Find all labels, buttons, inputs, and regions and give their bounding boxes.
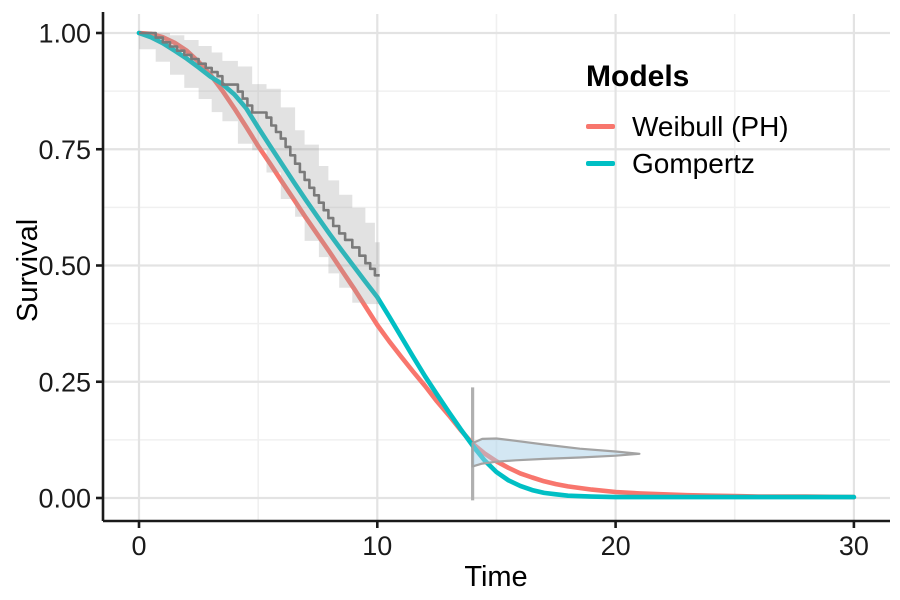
- legend-item-weibull: Weibull (PH): [586, 108, 789, 145]
- y-tick-label: 0.25: [38, 367, 91, 397]
- y-axis-title: Survival: [12, 218, 44, 322]
- km-step-line: [139, 31, 380, 277]
- legend-item-gompertz: Gompertz: [586, 145, 789, 182]
- y-tick-label: 1.00: [38, 19, 91, 49]
- legend: Models Weibull (PH) Gompertz: [586, 62, 789, 182]
- x-tick-label: 10: [362, 531, 392, 561]
- x-tick-label: 0: [131, 531, 146, 561]
- x-tick-label: 20: [601, 531, 631, 561]
- legend-item-label: Weibull (PH): [632, 110, 789, 142]
- x-axis-title: Time: [464, 561, 528, 593]
- y-tick-label: 0.75: [38, 135, 91, 165]
- km-confidence-band: [139, 33, 380, 305]
- legend-title: Models: [586, 60, 690, 93]
- gompertz-line-key-icon: [586, 161, 615, 166]
- posterior-violin: [471, 437, 641, 468]
- y-tick-label: 0.00: [38, 484, 91, 514]
- legend-item-label: Gompertz: [632, 147, 755, 179]
- weibull-curve: [136, 30, 857, 500]
- x-tick-label: 30: [839, 531, 869, 561]
- weibull-line-key-icon: [586, 124, 615, 129]
- gompertz-curve: [136, 30, 857, 500]
- y-tick-label: 0.50: [38, 251, 91, 281]
